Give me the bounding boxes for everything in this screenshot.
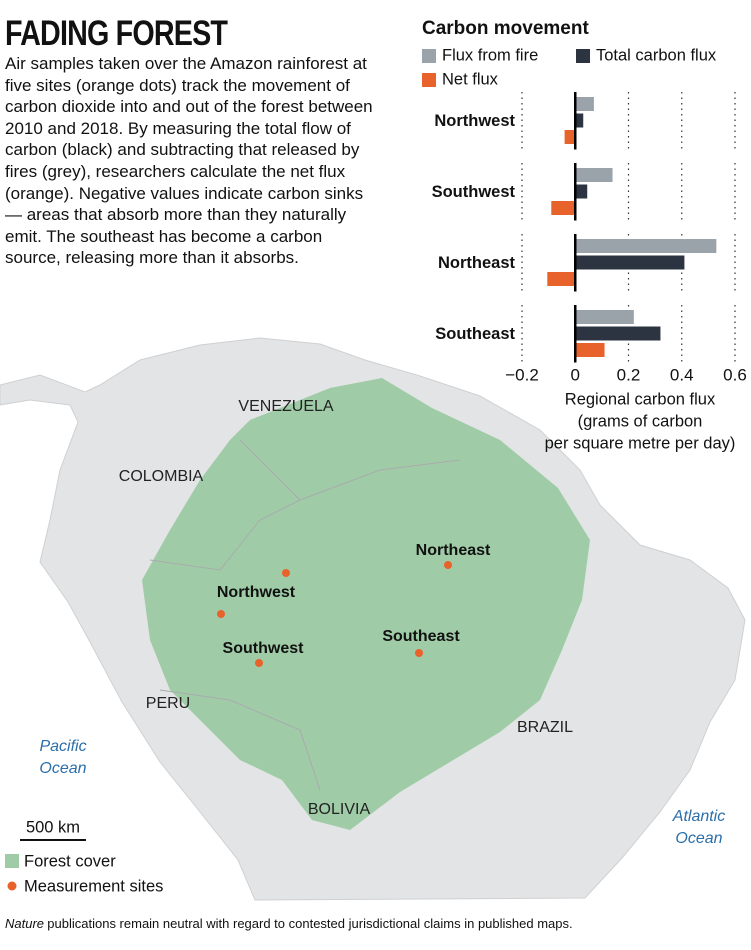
legend-label: Measurement sites — [24, 877, 163, 895]
x-tick-label: 0 — [571, 365, 580, 384]
legend-label: Net flux — [442, 70, 499, 88]
bar — [575, 97, 594, 111]
site-label: Southeast — [382, 628, 460, 645]
bar — [547, 272, 576, 286]
bar — [575, 239, 717, 253]
footnote-emphasis: Nature — [5, 916, 45, 931]
legend-label: Total carbon flux — [596, 46, 717, 64]
y-tick-label: Northeast — [438, 254, 516, 272]
site-dot — [217, 610, 225, 618]
country-label: COLOMBIA — [119, 468, 204, 485]
country-label: VENEZUELA — [238, 398, 333, 415]
chart-title: Carbon movement — [422, 18, 589, 39]
legend-swatch — [5, 854, 19, 868]
y-tick-label: Southeast — [435, 325, 515, 343]
country-label: BRAZIL — [517, 719, 573, 736]
x-axis-label: (grams of carbon — [578, 412, 703, 430]
bar — [575, 343, 605, 357]
legend-swatch — [422, 73, 436, 87]
x-tick-label: −0.2 — [505, 365, 539, 384]
border — [149, 439, 461, 791]
site-label: Northeast — [416, 542, 491, 559]
site-dot — [444, 561, 452, 569]
bar — [551, 201, 576, 215]
bar — [564, 130, 576, 144]
bar — [575, 113, 584, 128]
forest-cover — [142, 378, 590, 830]
x-tick-label: 0.6 — [723, 365, 747, 384]
legend-swatch — [576, 49, 590, 63]
bar — [575, 255, 685, 270]
bar — [575, 168, 613, 182]
legend-swatch — [7, 881, 17, 891]
x-tick-label: 0.4 — [670, 365, 694, 384]
intro-text: Air samples taken over the Amazon rainfo… — [5, 54, 373, 268]
scale-label: 500 km — [26, 818, 80, 836]
country-label: BOLIVIA — [308, 801, 371, 818]
y-tick-label: Northwest — [434, 112, 515, 130]
ocean-label: Pacific — [39, 738, 86, 755]
bar — [575, 184, 588, 199]
page-title: FADING FOREST — [5, 14, 228, 53]
legend-label: Forest cover — [24, 852, 116, 870]
legend-swatch — [422, 49, 436, 63]
ocean-label: Atlantic — [672, 808, 725, 825]
site-dot — [255, 659, 263, 667]
footnote: Nature publications remain neutral with r… — [5, 916, 573, 931]
x-axis-label: per square metre per day) — [545, 434, 736, 452]
ocean-label: Ocean — [39, 760, 86, 777]
site-dot — [282, 569, 290, 577]
site-dot — [415, 649, 423, 657]
bar — [575, 326, 661, 341]
footnote-text: publications remain neutral with regard … — [47, 916, 573, 931]
site-label: Northwest — [217, 584, 296, 601]
site-label: Southwest — [223, 640, 305, 657]
ocean-label: Ocean — [675, 830, 722, 847]
bar — [575, 310, 634, 324]
legend-label: Flux from fire — [442, 46, 538, 64]
y-tick-label: Southwest — [432, 183, 516, 201]
country-label: PERU — [146, 695, 190, 712]
x-tick-label: 0.2 — [617, 365, 641, 384]
map: VENEZUELA COLOMBIA PERU BRAZIL BOLIVIA N… — [0, 337, 746, 901]
x-axis-label: Regional carbon flux — [565, 390, 716, 408]
